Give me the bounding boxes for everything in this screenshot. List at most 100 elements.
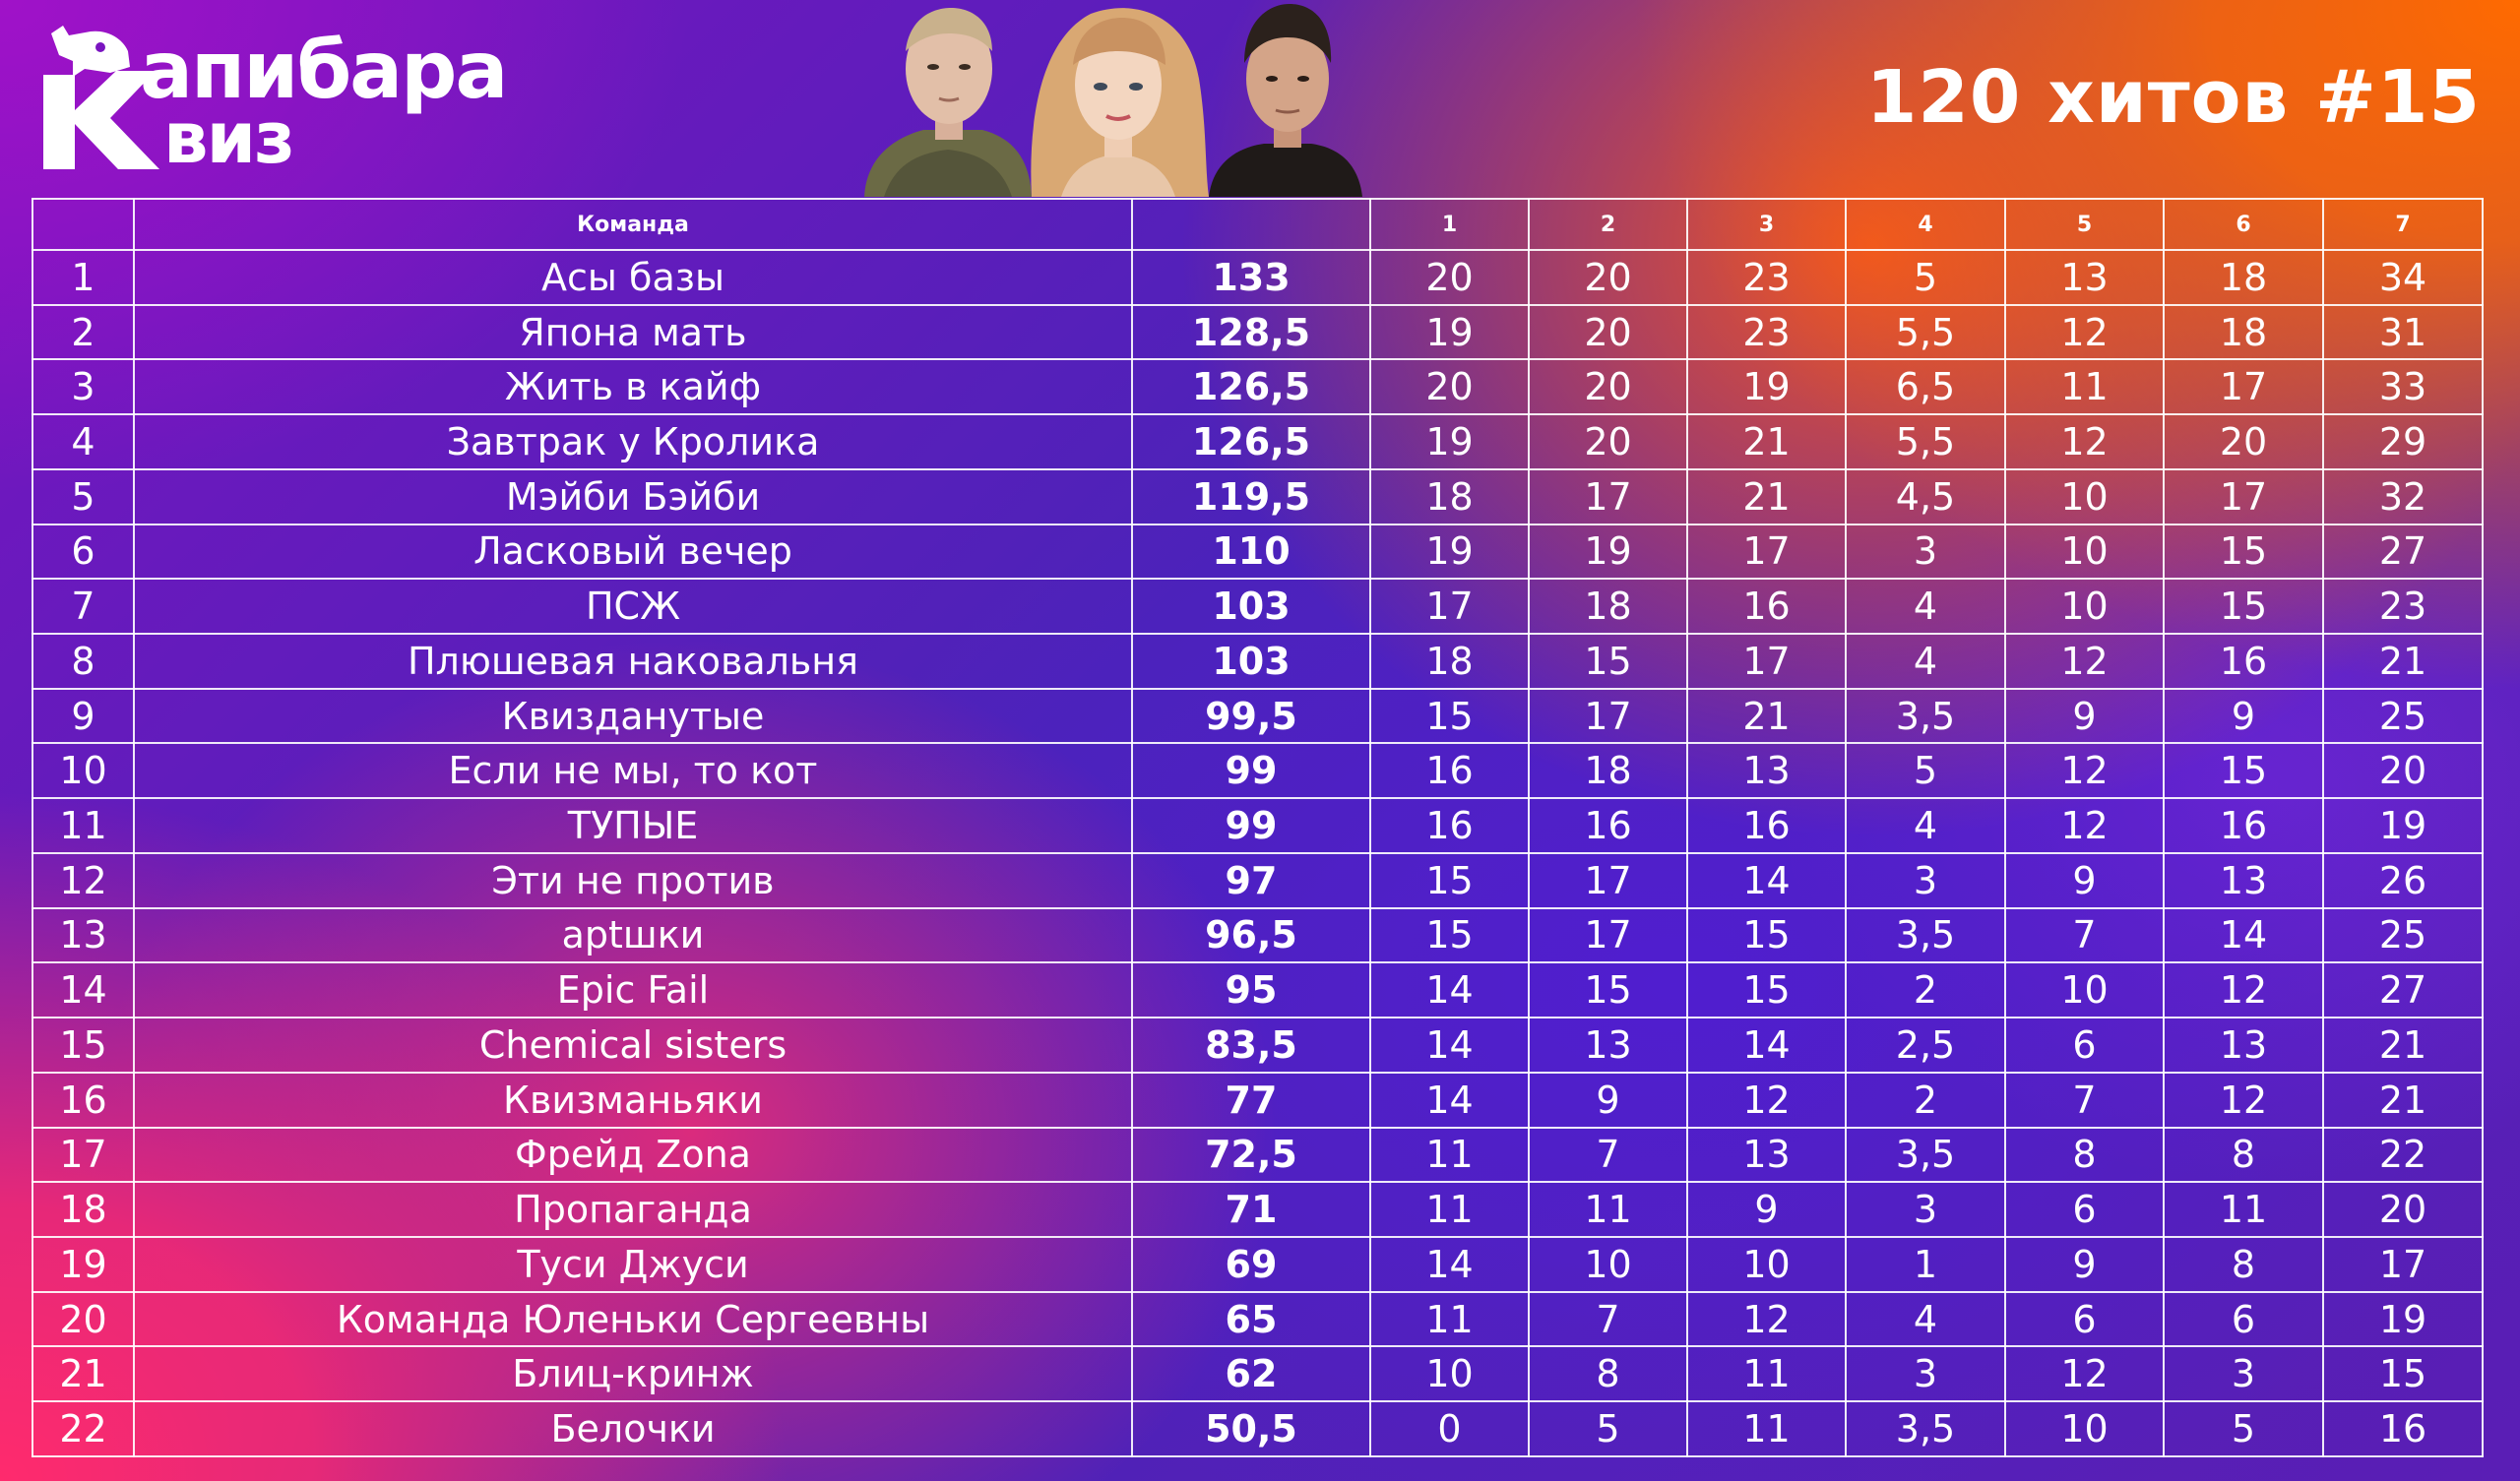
round-6-score-cell: 14 [2163,906,2324,964]
round-7-score-cell: 33 [2322,358,2484,416]
round-1-score-cell: 14 [1369,1017,1530,1074]
round-2-score-cell: 18 [1528,578,1688,636]
round-4-score-cell: 4 [1845,797,2006,854]
total-score-cell: 128,5 [1131,303,1371,361]
round-3-score-cell: 14 [1686,1017,1847,1074]
team-name-cell: Квизманьяки [133,1071,1133,1129]
round-6-score-cell: 15 [2163,523,2324,581]
table-row: 4 Завтрак у Кролика 126,5 19 20 21 5,5 12 20 29 [32,413,2484,470]
round-3-score-cell: 14 [1686,851,1847,909]
round-7-score-cell: 26 [2322,851,2484,909]
round-7-score-cell: 21 [2322,633,2484,690]
round-4-score-cell: 3,5 [1845,1126,2006,1184]
round-1-score-cell: 11 [1369,1290,1530,1348]
round-3-score-cell: 12 [1686,1071,1847,1129]
total-score-cell: 72,5 [1131,1126,1371,1184]
place-cell: 21 [32,1345,135,1403]
table-row: 18 Пропаганда 71 11 11 9 3 6 11 20 [32,1181,2484,1238]
round-3-score-cell: 17 [1686,523,1847,581]
round-7-score-cell: 34 [2322,249,2484,306]
round-1-score-cell: 14 [1369,1235,1530,1293]
round-7-score-cell: 20 [2322,742,2484,800]
round-1-score-cell: 15 [1369,851,1530,909]
round-6-score-cell: 6 [2163,1290,2324,1348]
round-7-score-cell: 19 [2322,1290,2484,1348]
round-1-score-cell: 18 [1369,467,1530,525]
round-6-score-cell: 17 [2163,358,2324,416]
round-5-score-cell: 7 [2004,1071,2165,1129]
round-1-score-cell: 18 [1369,633,1530,690]
team-name-cell: Chemical sisters [133,1017,1133,1074]
round-4-score-cell: 3 [1845,523,2006,581]
round-5-score-cell: 12 [2004,633,2165,690]
round-4-score-cell: 5 [1845,742,2006,800]
place-cell: 13 [32,906,135,964]
round-7-score-cell: 20 [2322,1181,2484,1238]
round-4-score-cell: 5,5 [1845,303,2006,361]
table-row: 11 ТУПЫЕ 99 16 16 16 4 12 16 19 [32,797,2484,854]
round-1-score-cell: 11 [1369,1181,1530,1238]
table-row: 10 Если не мы, то кот 99 16 18 13 5 12 15 20 [32,742,2484,800]
total-score-cell: 99,5 [1131,687,1371,745]
round-6-score-cell: 16 [2163,633,2324,690]
total-score-cell: 62 [1131,1345,1371,1403]
team-name-cell: ТУПЫЕ [133,797,1133,854]
round-6-score-cell: 15 [2163,742,2324,800]
team-name-cell: Асы базы [133,249,1133,306]
round-4-score-cell: 4 [1845,578,2006,636]
round-7-score-cell: 25 [2322,906,2484,964]
round-1-score-cell: 19 [1369,303,1530,361]
round-4-score-cell: 5,5 [1845,413,2006,470]
round-6-score-cell: 12 [2163,961,2324,1019]
table-row: 17 Фрейд Zona 72,5 11 7 13 3,5 8 8 22 [32,1126,2484,1184]
round-2-score-cell: 17 [1528,687,1688,745]
round-1-score-cell: 15 [1369,906,1530,964]
round-3-score-cell: 15 [1686,906,1847,964]
round-2-score-cell: 5 [1528,1400,1688,1457]
round-3-score-cell: 16 [1686,797,1847,854]
place-cell: 2 [32,303,135,361]
round-5-score-cell: 10 [2004,523,2165,581]
round-4-score-cell: 3 [1845,851,2006,909]
round-3-score-cell: 17 [1686,633,1847,690]
team-name-cell: Плюшевая наковальня [133,633,1133,690]
round-2-score-cell: 18 [1528,742,1688,800]
round-3-score-cell: 11 [1686,1400,1847,1457]
round-2-score-cell: 7 [1528,1126,1688,1184]
round-6-score-cell: 17 [2163,467,2324,525]
table-row: 2 Япона мать 128,5 19 20 23 5,5 12 18 31 [32,303,2484,361]
round-1-score-cell: 20 [1369,249,1530,306]
round-3-score-cell: 10 [1686,1235,1847,1293]
table-row: 14 Epic Fail 95 14 15 15 2 10 12 27 [32,961,2484,1019]
total-score-cell: 103 [1131,633,1371,690]
round-1-score-cell: 20 [1369,358,1530,416]
round-2-score-cell: 19 [1528,523,1688,581]
round-2-score-cell: 20 [1528,413,1688,470]
round-2-score-cell: 17 [1528,467,1688,525]
place-cell: 18 [32,1181,135,1238]
round-7-score-cell: 27 [2322,961,2484,1019]
portrait-2 [1031,8,1209,197]
round-5-score-cell: 10 [2004,467,2165,525]
round-4-score-cell: 3,5 [1845,906,2006,964]
table-row: 9 Квизданутые 99,5 15 17 21 3,5 9 9 25 [32,687,2484,745]
round-5-score-cell: 12 [2004,303,2165,361]
team-name-cell: Фрейд Zona [133,1126,1133,1184]
round-6-score-cell: 15 [2163,578,2324,636]
round-5-score-cell: 10 [2004,961,2165,1019]
round-2-score-cell: 17 [1528,906,1688,964]
table-row: 20 Команда Юленьки Сергеевны 65 11 7 12 4 6 6 19 [32,1290,2484,1348]
round-1-score-cell: 14 [1369,961,1530,1019]
round-2-score-cell: 20 [1528,358,1688,416]
round-5-score-cell: 6 [2004,1017,2165,1074]
team-name-cell: ПСЖ [133,578,1133,636]
page-title: 120 хитов #15 [1865,55,2481,140]
round-3-score-cell: 21 [1686,467,1847,525]
round-1-score-cell: 19 [1369,523,1530,581]
table-row: 16 Квизманьяки 77 14 9 12 2 7 12 21 [32,1071,2484,1129]
round-7-score-cell: 16 [2322,1400,2484,1457]
round-2-score-cell: 20 [1528,303,1688,361]
header-round-1: 1 [1369,198,1530,251]
header-total [1131,198,1371,251]
header-place [32,198,135,251]
